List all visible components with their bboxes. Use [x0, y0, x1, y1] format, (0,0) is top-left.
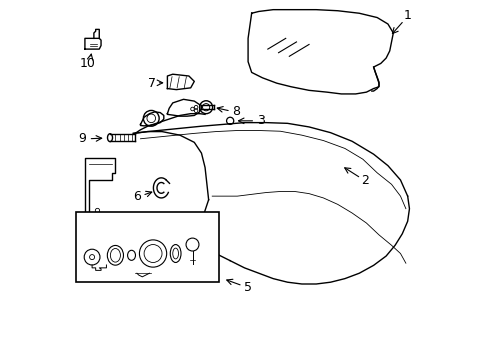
Text: 3: 3	[257, 114, 264, 127]
Text: 9: 9	[78, 132, 86, 145]
Text: 7: 7	[147, 77, 155, 90]
Text: 5: 5	[244, 281, 252, 294]
Bar	[76, 212, 219, 282]
Text: 2: 2	[360, 174, 368, 186]
Text: 8: 8	[232, 105, 240, 118]
Text: 6: 6	[132, 190, 140, 203]
Text: 10: 10	[80, 57, 96, 70]
Text: 4: 4	[95, 238, 103, 251]
Text: 1: 1	[403, 9, 411, 22]
